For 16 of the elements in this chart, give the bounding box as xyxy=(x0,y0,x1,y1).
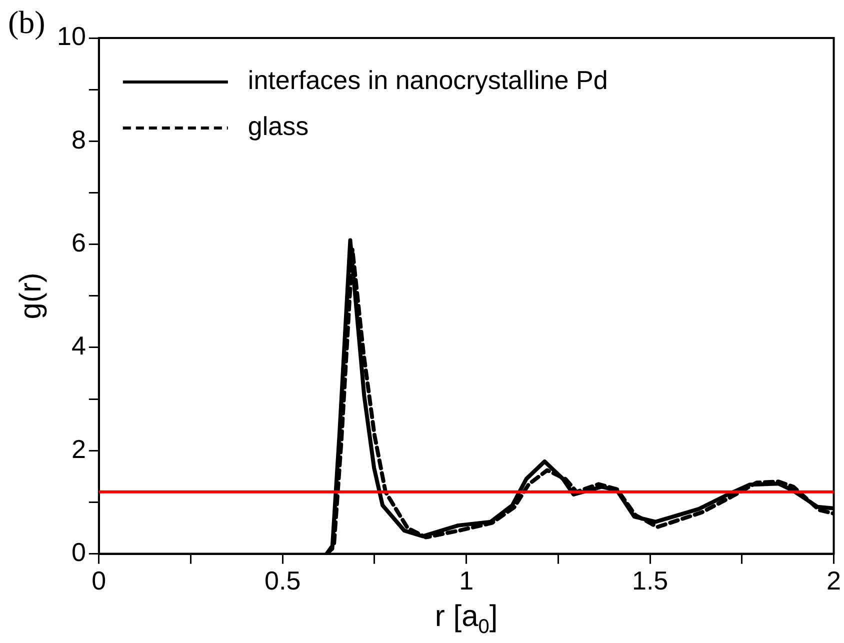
y-tick-label: 4 xyxy=(71,330,86,361)
legend-label: glass xyxy=(248,111,309,142)
x-tick-label: 0 xyxy=(92,566,106,596)
x-tick-label: 1 xyxy=(459,566,474,596)
legend-label: interfaces in nanocrystalline Pd xyxy=(248,65,608,96)
text: (b) xyxy=(8,4,46,41)
y-tick-label: 2 xyxy=(71,434,86,464)
y-tick-label: 0 xyxy=(71,536,86,567)
y-tick-label: 6 xyxy=(71,227,86,258)
x-axis-title: r [a$_{0}$] xyxy=(434,600,498,639)
y-tick-label: 8 xyxy=(71,124,86,154)
x-tick-label: 0.5 xyxy=(264,566,301,596)
y-axis-title: g(r) xyxy=(14,272,48,320)
y-tick-label: 10 xyxy=(57,21,86,52)
x-tick-label: 1.5 xyxy=(632,566,668,596)
x-tick-label: 2 xyxy=(826,566,842,596)
